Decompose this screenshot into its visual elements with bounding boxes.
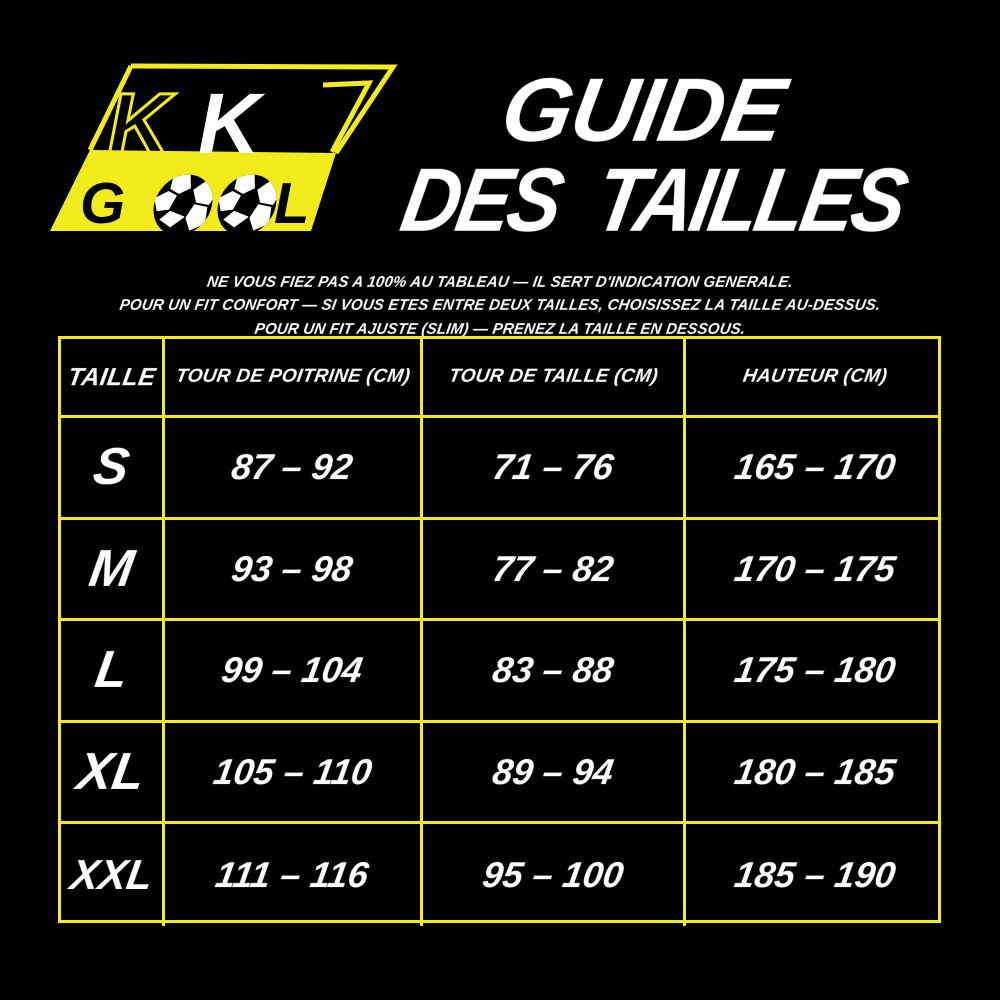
svg-text:K: K: [198, 76, 266, 172]
svg-text:G: G: [80, 171, 125, 236]
svg-text:K: K: [108, 76, 176, 172]
svg-text:L: L: [274, 171, 309, 236]
